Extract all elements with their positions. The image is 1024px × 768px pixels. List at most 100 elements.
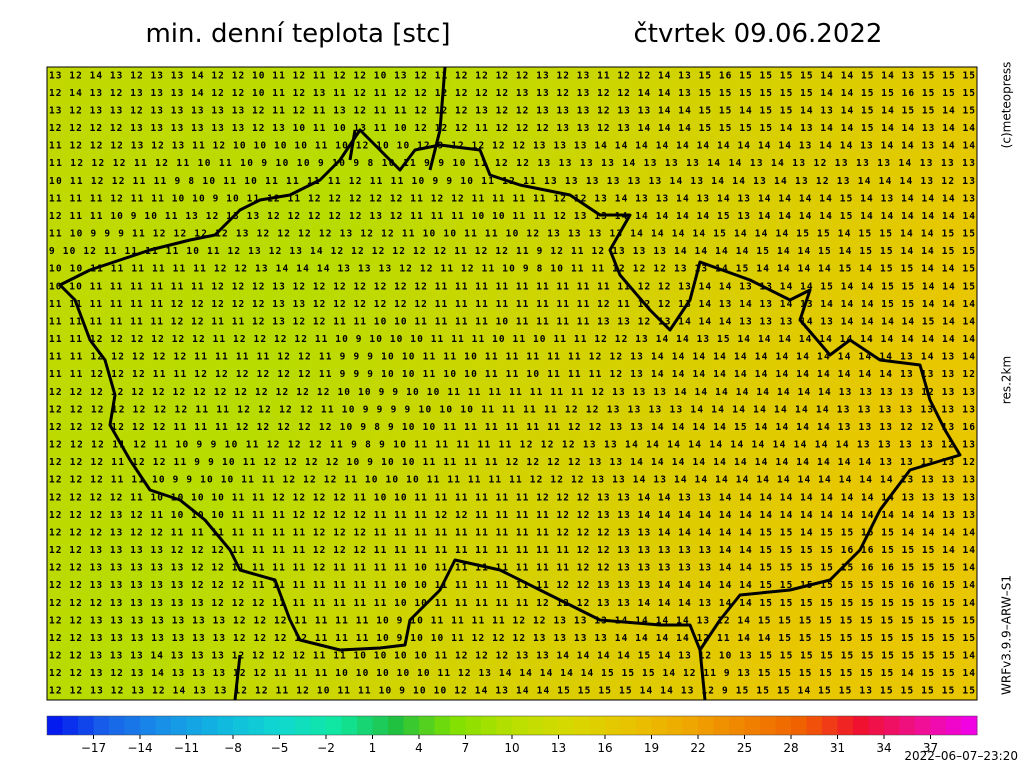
colorbar-swatch — [682, 716, 699, 735]
colorbar-swatch — [713, 716, 730, 735]
colorbar-tick-label: −11 — [174, 741, 199, 755]
colorbar-swatch — [837, 716, 854, 735]
copyright: (c)meteopress — [1000, 62, 1014, 149]
colorbar-swatch — [419, 716, 435, 735]
colorbar-swatch — [264, 716, 280, 735]
colorbar-swatch — [791, 716, 807, 735]
colorbar-tick-label: 16 — [597, 741, 612, 755]
grid-row: 12 12 12 12 12 12 11 11 11 12 12 12 12 1… — [49, 422, 975, 433]
colorbar-swatch — [651, 716, 668, 735]
grid-row: 11 11 12 12 12 11 11 12 12 12 12 12 12 1… — [49, 369, 975, 380]
colorbar-swatch — [248, 716, 265, 735]
model-name: WRFv3.9.9–ARW–S1 — [1000, 575, 1014, 695]
colorbar-swatch — [233, 716, 249, 735]
colorbar-tick-label: 22 — [690, 741, 705, 755]
grid-row: 13 12 13 13 12 13 13 13 13 13 12 11 12 1… — [49, 105, 975, 116]
grid-row: 11 11 11 11 11 11 12 12 11 11 12 13 12 1… — [49, 316, 975, 327]
value-grid: 13 12 14 13 12 13 13 14 12 12 10 11 12 1… — [49, 70, 975, 696]
colorbar-tick-label: −2 — [317, 741, 335, 755]
grid-row: 12 12 13 13 13 13 12 12 12 11 11 11 11 1… — [49, 545, 975, 556]
grid-row: 10 10 11 11 11 11 11 11 12 12 13 14 14 1… — [49, 264, 975, 275]
colorbar-tick-label: 7 — [462, 741, 470, 755]
colorbar-swatch — [899, 716, 916, 735]
colorbar-swatch — [589, 716, 606, 735]
grid-row: 12 12 13 12 13 14 13 13 13 12 12 11 11 1… — [49, 668, 975, 679]
grid-row: 12 12 12 11 12 11 10 9 9 10 11 12 12 12 … — [49, 440, 975, 451]
colorbar-swatch — [698, 716, 714, 735]
colorbar-swatch — [310, 716, 327, 735]
grid-row: 12 11 11 10 9 10 11 13 12 13 13 12 12 12… — [49, 211, 975, 222]
border-outline — [58, 128, 962, 652]
colorbar-tick-label: 28 — [783, 741, 798, 755]
colorbar-swatch — [388, 716, 404, 735]
colorbar-swatch — [884, 716, 900, 735]
colorbar-swatch — [915, 716, 931, 735]
colorbar-swatch — [155, 716, 172, 735]
colorbar-swatch — [574, 716, 590, 735]
colorbar-swatch — [124, 716, 141, 735]
colorbar-swatch — [78, 716, 94, 735]
colorbar-swatch — [372, 716, 389, 735]
colorbar-swatch — [930, 716, 947, 735]
grid-row: 12 12 13 13 13 13 13 12 12 11 11 11 11 1… — [49, 563, 975, 574]
colorbar-swatch — [558, 716, 575, 735]
colorbar-swatch — [636, 716, 652, 735]
grid-row: 12 12 12 13 12 12 11 11 11 11 11 11 11 1… — [49, 527, 975, 538]
grid-row: 12 12 12 12 11 10 10 10 10 11 11 12 12 1… — [49, 492, 975, 503]
grid-row: 12 12 12 12 13 13 13 13 13 13 12 13 10 1… — [49, 123, 975, 134]
border-lines — [233, 66, 707, 701]
colorbar-swatch — [217, 716, 234, 735]
colorbar-swatch — [403, 716, 420, 735]
colorbar-swatch — [729, 716, 745, 735]
grid-row: 11 11 11 11 11 11 12 12 12 12 12 13 13 1… — [49, 299, 975, 310]
colorbar-swatch — [760, 716, 776, 735]
map-title: min. denní teplota [stc] — [145, 19, 450, 49]
colorbar-swatch — [512, 716, 528, 735]
timestamp: 2022–06–07–23:20 — [904, 749, 1018, 763]
colorbar-swatch — [295, 716, 311, 735]
colorbar-swatch — [946, 716, 962, 735]
grid-row: 12 12 12 11 11 10 9 9 10 10 11 11 12 12 … — [49, 475, 975, 486]
grid-row: 11 11 12 12 12 12 12 11 11 11 11 12 12 1… — [49, 352, 975, 363]
colorbar-swatch — [341, 716, 358, 735]
colorbar-swatch — [171, 716, 187, 735]
colorbar-swatch — [357, 716, 373, 735]
grid-row: 12 12 12 11 12 12 11 9 9 10 11 12 12 12 … — [49, 457, 975, 468]
grid-row: 12 12 12 13 13 13 13 13 12 12 12 11 11 1… — [49, 598, 975, 609]
grid-row: 12 12 13 13 13 13 13 13 13 12 12 12 11 1… — [49, 615, 975, 626]
grid-row: 12 12 12 13 12 11 10 10 10 11 11 11 12 1… — [49, 510, 975, 521]
colorbar-swatch — [853, 716, 869, 735]
grid-row: 12 12 13 13 13 13 13 13 13 12 12 12 12 1… — [49, 633, 975, 644]
colorbar-tick-label: 19 — [644, 741, 659, 755]
grid-row: 13 12 14 13 12 13 13 14 12 12 10 11 12 1… — [49, 70, 975, 81]
colorbar-tick-label: 1 — [369, 741, 377, 755]
colorbar-swatch — [465, 716, 482, 735]
colorbar-swatch — [202, 716, 218, 735]
colorbar-swatch — [186, 716, 203, 735]
map-date: čtvrtek 09.06.2022 — [634, 19, 883, 49]
colorbar-swatch — [62, 716, 79, 735]
colorbar-swatch — [47, 716, 63, 735]
colorbar-swatch — [744, 716, 761, 735]
colorbar-swatch — [93, 716, 110, 735]
colorbar-swatch — [543, 716, 559, 735]
colorbar-swatch — [527, 716, 544, 735]
colorbar-tick-label: 34 — [876, 741, 891, 755]
map-field — [46, 66, 978, 701]
colorbar-swatch — [481, 716, 497, 735]
grid-row: 12 12 13 13 13 13 13 12 12 12 11 11 11 1… — [49, 580, 975, 591]
colorbar-swatch — [109, 716, 125, 735]
grid-row: 11 12 12 12 11 12 11 10 11 10 9 10 10 9 … — [49, 158, 975, 169]
colorbar-swatch — [326, 716, 342, 735]
grid-row: 11 12 12 12 13 12 13 11 12 10 10 10 10 1… — [49, 141, 975, 152]
colorbar-swatch — [620, 716, 637, 735]
colorbar-tick-label: 10 — [504, 741, 519, 755]
grid-row: 12 12 13 12 13 12 14 13 13 12 12 11 12 1… — [49, 686, 975, 697]
colorbar-swatch — [961, 716, 978, 735]
colorbar-swatch — [605, 716, 621, 735]
colorbar-swatch — [806, 716, 823, 735]
grid-row: 11 11 12 12 12 12 12 12 11 12 12 12 12 1… — [49, 334, 975, 345]
colorbar-swatch — [279, 716, 296, 735]
grid-row: 11 11 11 12 11 11 10 10 9 10 11 12 11 12… — [49, 193, 975, 204]
